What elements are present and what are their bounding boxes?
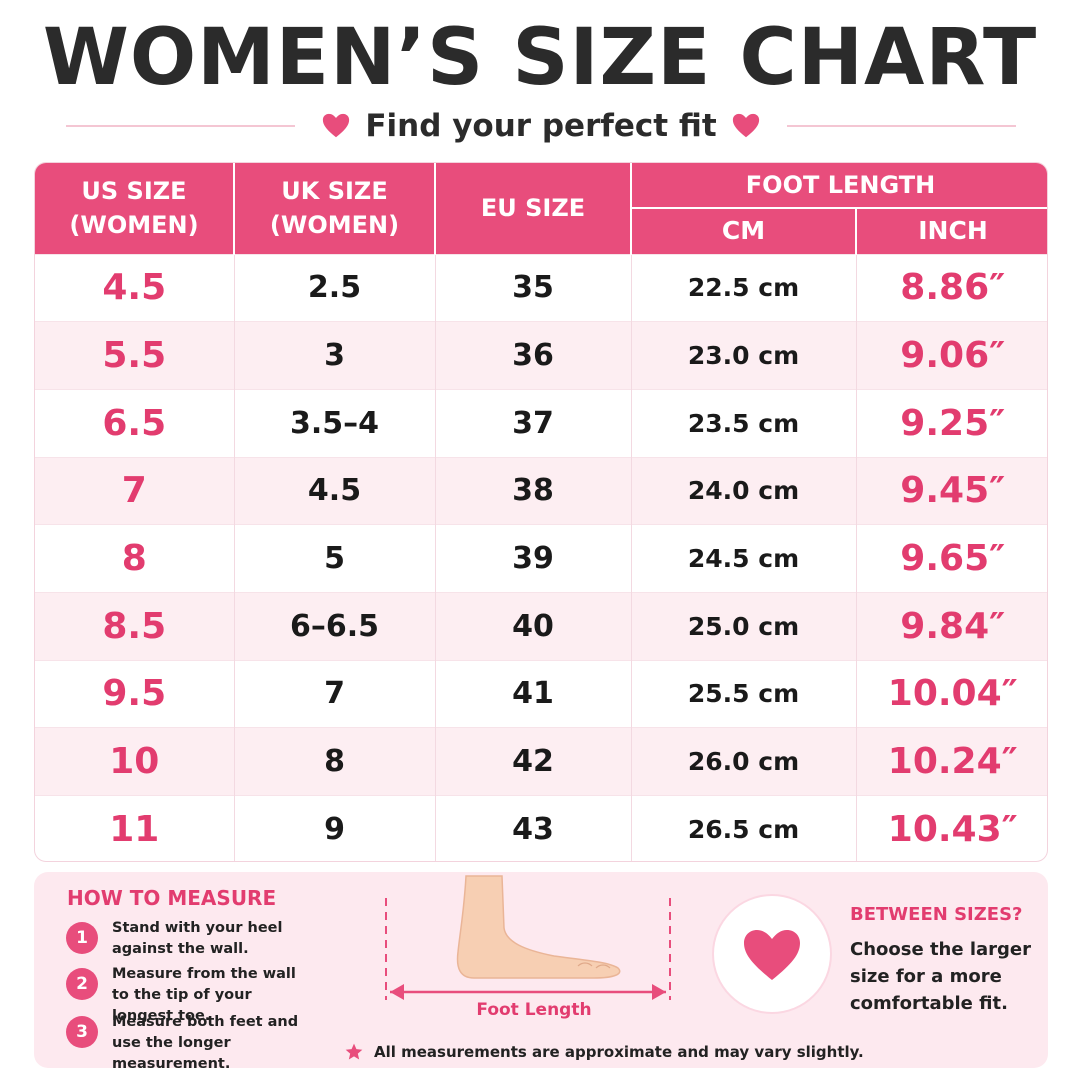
foot-illustration bbox=[385, 875, 671, 1000]
table-row: 8 5 39 24.5 cm 9.65″ bbox=[35, 524, 1047, 593]
step-text: Measure from the wall to the tip of your… bbox=[112, 966, 296, 1024]
uk-size-cell: 3 bbox=[234, 321, 436, 390]
step-number-badge: 2 bbox=[66, 968, 98, 1000]
arrow-right-icon bbox=[652, 984, 666, 1000]
header-eu-size: EU SIZE bbox=[435, 163, 632, 254]
measure-step: 1 Stand with your heel against the wall. bbox=[66, 918, 366, 960]
measure-step: 3 Measure both feet and use the longer m… bbox=[66, 1012, 366, 1075]
us-size-cell: 5.5 bbox=[35, 321, 235, 390]
arrow-left-icon bbox=[390, 984, 404, 1000]
cm-cell: 26.0 cm bbox=[631, 727, 857, 796]
table-row: 9.5 7 41 25.5 cm 10.04″ bbox=[35, 659, 1047, 728]
heart-icon bbox=[744, 930, 800, 980]
between-sizes-title: BETWEEN SIZES? bbox=[850, 904, 1023, 925]
uk-size-cell: 9 bbox=[234, 795, 436, 861]
header-foot-length: FOOT LENGTH bbox=[631, 163, 1047, 208]
divider-left bbox=[66, 125, 296, 127]
cm-cell: 26.5 cm bbox=[631, 795, 857, 861]
header-us-size: US SIZE (WOMEN) bbox=[35, 163, 235, 254]
us-size-cell: 9.5 bbox=[35, 659, 235, 728]
subtitle-text: Find your perfect fit bbox=[365, 108, 717, 144]
eu-size-cell: 38 bbox=[435, 456, 632, 525]
header-cm: CM bbox=[631, 207, 857, 254]
step-text: Stand with your heel against the wall. bbox=[112, 920, 283, 957]
table-row: 5.5 3 36 23.0 cm 9.06″ bbox=[35, 321, 1047, 390]
us-size-cell: 8 bbox=[35, 524, 235, 593]
inch-cell: 10.04″ bbox=[856, 659, 1047, 728]
us-size-cell: 10 bbox=[35, 727, 235, 796]
inch-cell: 8.86″ bbox=[856, 253, 1047, 322]
cm-cell: 24.0 cm bbox=[631, 456, 857, 525]
measure-step: 2 Measure from the wall to the tip of yo… bbox=[66, 964, 366, 1027]
us-size-cell: 7 bbox=[35, 456, 235, 525]
uk-size-cell: 2.5 bbox=[234, 253, 436, 322]
cm-cell: 25.0 cm bbox=[631, 591, 857, 661]
uk-size-cell: 7 bbox=[234, 659, 436, 728]
disclaimer-text: All measurements are approximate and may… bbox=[374, 1043, 864, 1061]
uk-size-cell: 8 bbox=[234, 727, 436, 796]
table-body: 4.5 2.5 35 22.5 cm 8.86″ 5.5 3 36 23.0 cm 9.06″ 6.… bbox=[35, 253, 1047, 861]
star-icon bbox=[345, 1043, 363, 1060]
heart-icon bbox=[732, 113, 759, 138]
step-number-badge: 3 bbox=[66, 1016, 98, 1048]
eu-size-cell: 35 bbox=[435, 253, 632, 322]
header-inch: INCH bbox=[856, 207, 1047, 254]
table-row: 11 9 43 26.5 cm 10.43″ bbox=[35, 795, 1047, 861]
how-to-measure-title: HOW TO MEASURE bbox=[67, 886, 277, 910]
cm-cell: 22.5 cm bbox=[631, 253, 857, 322]
eu-size-cell: 37 bbox=[435, 388, 632, 458]
uk-size-cell: 5 bbox=[234, 524, 436, 593]
table-row: 7 4.5 38 24.0 cm 9.45″ bbox=[35, 456, 1047, 525]
inch-cell: 9.25″ bbox=[856, 388, 1047, 458]
disclaimer-note: All measurements are approximate and may… bbox=[344, 1042, 864, 1062]
foot-illustration-area: Foot Length bbox=[374, 872, 694, 1032]
us-size-cell: 8.5 bbox=[35, 591, 235, 661]
eu-size-cell: 42 bbox=[435, 727, 632, 796]
eu-size-cell: 40 bbox=[435, 591, 632, 661]
heart-icon bbox=[323, 113, 350, 138]
heart-badge bbox=[714, 896, 830, 1012]
uk-size-cell: 6–6.5 bbox=[234, 591, 436, 661]
table-row: 6.5 3.5–4 37 23.5 cm 9.25″ bbox=[35, 388, 1047, 458]
inch-cell: 10.24″ bbox=[856, 727, 1047, 796]
page-title: WOMEN’S SIZE CHART bbox=[42, 13, 1038, 103]
eu-size-cell: 41 bbox=[435, 659, 632, 728]
eu-size-cell: 36 bbox=[435, 321, 632, 390]
us-size-cell: 11 bbox=[35, 795, 235, 861]
inch-cell: 9.65″ bbox=[856, 524, 1047, 593]
table-row: 10 8 42 26.0 cm 10.24″ bbox=[35, 727, 1047, 796]
divider-right bbox=[786, 125, 1016, 127]
subtitle: Find your perfect fit bbox=[295, 108, 786, 144]
us-size-cell: 4.5 bbox=[35, 253, 235, 322]
cm-cell: 24.5 cm bbox=[631, 524, 857, 593]
subtitle-row: Find your perfect fit bbox=[66, 104, 1016, 148]
info-panel: HOW TO MEASURE 1 Stand with your heel ag… bbox=[34, 872, 1048, 1072]
table-row: 8.5 6–6.5 40 25.0 cm 9.84″ bbox=[35, 591, 1047, 661]
inch-cell: 9.06″ bbox=[856, 321, 1047, 390]
eu-size-cell: 39 bbox=[435, 524, 632, 593]
uk-size-cell: 3.5–4 bbox=[234, 388, 436, 458]
us-size-cell: 6.5 bbox=[35, 388, 235, 458]
header-uk-size: UK SIZE (WOMEN) bbox=[234, 163, 436, 254]
inch-cell: 9.84″ bbox=[856, 591, 1047, 661]
inch-cell: 10.43″ bbox=[856, 795, 1047, 861]
size-table: US SIZE (WOMEN) UK SIZE (WOMEN) EU SIZE … bbox=[34, 162, 1048, 862]
table-row: 4.5 2.5 35 22.5 cm 8.86″ bbox=[35, 253, 1047, 322]
cm-cell: 23.0 cm bbox=[631, 321, 857, 390]
foot-shape bbox=[456, 875, 621, 979]
cm-cell: 25.5 cm bbox=[631, 659, 857, 728]
step-number-badge: 1 bbox=[66, 922, 98, 954]
inch-cell: 9.45″ bbox=[856, 456, 1047, 525]
uk-size-cell: 4.5 bbox=[234, 456, 436, 525]
between-sizes-text: Choose the larger size for a more comfor… bbox=[850, 939, 1032, 1014]
step-text: Measure both feet and use the longer mea… bbox=[112, 1014, 299, 1072]
cm-cell: 23.5 cm bbox=[631, 388, 857, 458]
foot-length-label: Foot Length bbox=[476, 1000, 592, 1020]
eu-size-cell: 43 bbox=[435, 795, 632, 861]
